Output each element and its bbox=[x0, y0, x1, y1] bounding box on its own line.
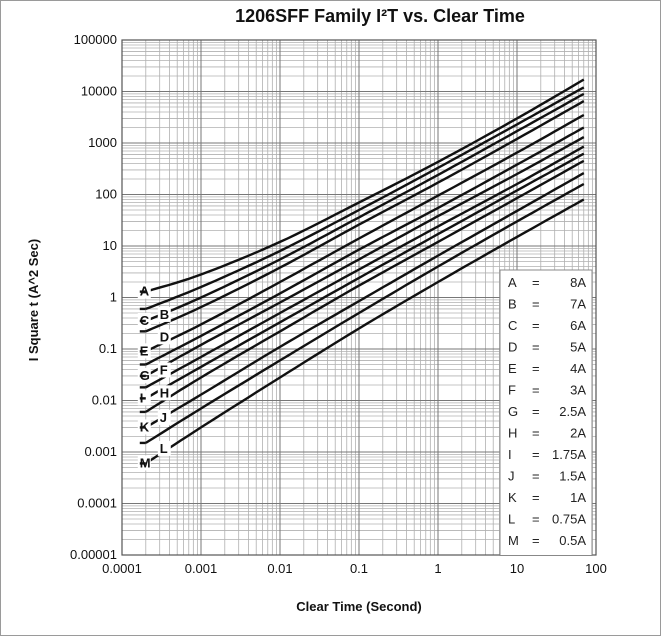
curve-label-background bbox=[157, 306, 171, 322]
series-layer bbox=[145, 78, 585, 465]
tick-labels: 0.0001 0.001 0.01 0.1 1 10 100 100000 10000 1000 1… bbox=[70, 32, 607, 576]
series-line bbox=[145, 152, 585, 400]
series-line bbox=[145, 100, 585, 333]
legend-equals: = bbox=[532, 318, 540, 333]
curve-label-background bbox=[157, 329, 171, 345]
curve-label-background bbox=[157, 409, 171, 425]
curve-label: J bbox=[160, 410, 167, 425]
legend-key: A bbox=[508, 275, 517, 290]
series-line bbox=[145, 86, 585, 311]
legend-key: E bbox=[508, 361, 517, 376]
x-axis-label: Clear Time (Second) bbox=[296, 599, 421, 614]
legend-value: 8A bbox=[570, 275, 586, 290]
legend-key: K bbox=[508, 490, 517, 505]
y-tick-label: 100 bbox=[95, 187, 117, 202]
y-tick-label: 10 bbox=[103, 238, 117, 253]
y-tick-label: 1 bbox=[110, 290, 117, 305]
curve-labels: ABCDEFGHIJKLM bbox=[137, 283, 171, 471]
legend-value: 6A bbox=[570, 318, 586, 333]
legend-equals: = bbox=[532, 426, 540, 441]
y-tick-label: 0.00001 bbox=[70, 547, 117, 562]
legend-key: C bbox=[508, 318, 517, 333]
legend-value: 1.75A bbox=[552, 447, 586, 462]
curve-label: D bbox=[160, 329, 169, 344]
series-line bbox=[145, 126, 585, 366]
series-line bbox=[145, 182, 585, 444]
legend-equals: = bbox=[532, 533, 540, 548]
legend-key: G bbox=[508, 404, 518, 419]
legend-equals: = bbox=[532, 404, 540, 419]
legend-key: J bbox=[508, 469, 515, 484]
series-line bbox=[145, 92, 585, 323]
legend-key: L bbox=[508, 512, 515, 527]
legend-box bbox=[499, 269, 593, 556]
legend-value: 2A bbox=[570, 426, 586, 441]
legend-equals: = bbox=[532, 383, 540, 398]
legend-equals: = bbox=[532, 361, 540, 376]
legend-key: I bbox=[508, 447, 512, 462]
legend-equals: = bbox=[532, 447, 540, 462]
curve-label-background bbox=[157, 440, 171, 456]
curve-label: F bbox=[160, 363, 168, 378]
series-line bbox=[145, 113, 585, 353]
legend-value: 1.5A bbox=[559, 469, 586, 484]
legend-equals: = bbox=[532, 275, 540, 290]
series-line bbox=[145, 78, 585, 293]
plot-area-border bbox=[121, 39, 597, 556]
y-tick-label: 0.0001 bbox=[77, 496, 117, 511]
legend-equals: = bbox=[532, 512, 540, 527]
y-tick-label: 0.1 bbox=[99, 341, 117, 356]
y-tick-label: 0.001 bbox=[84, 444, 117, 459]
legend-equals: = bbox=[532, 340, 540, 355]
legend-value: 3A bbox=[570, 383, 586, 398]
chart-title: 1206SFF Family I²T vs. Clear Time bbox=[235, 6, 525, 26]
x-tick-label: 1 bbox=[434, 561, 441, 576]
y-axis-label: I Square t (A^2 Sec) bbox=[26, 239, 41, 361]
series-line bbox=[145, 145, 585, 389]
legend-equals: = bbox=[532, 490, 540, 505]
x-tick-label: 0.1 bbox=[350, 561, 368, 576]
legend-value: 7A bbox=[570, 297, 586, 312]
curve-label-background bbox=[157, 362, 171, 378]
legend-equals: = bbox=[532, 469, 540, 484]
x-tick-label: 0.0001 bbox=[102, 561, 142, 576]
legend-key: M bbox=[508, 533, 519, 548]
series-line bbox=[145, 136, 585, 377]
series-line bbox=[145, 198, 585, 465]
legend-value: 0.75A bbox=[552, 512, 586, 527]
y-tick-label: 0.01 bbox=[92, 393, 117, 408]
legend-key: B bbox=[508, 297, 517, 312]
legend-value: 0.5A bbox=[559, 533, 586, 548]
legend-equals: = bbox=[532, 297, 540, 312]
legend-value: 5A bbox=[570, 340, 586, 355]
x-tick-label: 0.001 bbox=[185, 561, 218, 576]
x-tick-label: 100 bbox=[585, 561, 607, 576]
x-tick-label: 10 bbox=[510, 561, 524, 576]
y-tick-label: 1000 bbox=[88, 135, 117, 150]
y-tick-label: 10000 bbox=[81, 84, 117, 99]
legend-key: H bbox=[508, 426, 517, 441]
curve-label: B bbox=[160, 307, 169, 322]
curve-label-background bbox=[157, 385, 171, 401]
legend-value: 1A bbox=[570, 490, 586, 505]
legend: A = 8A B = 7A C = 6A D = 5A E = 4A F = 3A G = 2.5A H = 2A I = 1.75… bbox=[499, 269, 593, 556]
legend-key: F bbox=[508, 383, 516, 398]
legend-value: 4A bbox=[570, 361, 586, 376]
x-tick-label: 0.01 bbox=[267, 561, 292, 576]
legend-value: 2.5A bbox=[559, 404, 586, 419]
y-tick-label: 100000 bbox=[74, 32, 117, 47]
curve-label: L bbox=[160, 441, 168, 456]
series-line bbox=[145, 172, 585, 429]
series-line bbox=[145, 159, 585, 413]
legend-key: D bbox=[508, 340, 517, 355]
curve-label: H bbox=[160, 385, 169, 400]
